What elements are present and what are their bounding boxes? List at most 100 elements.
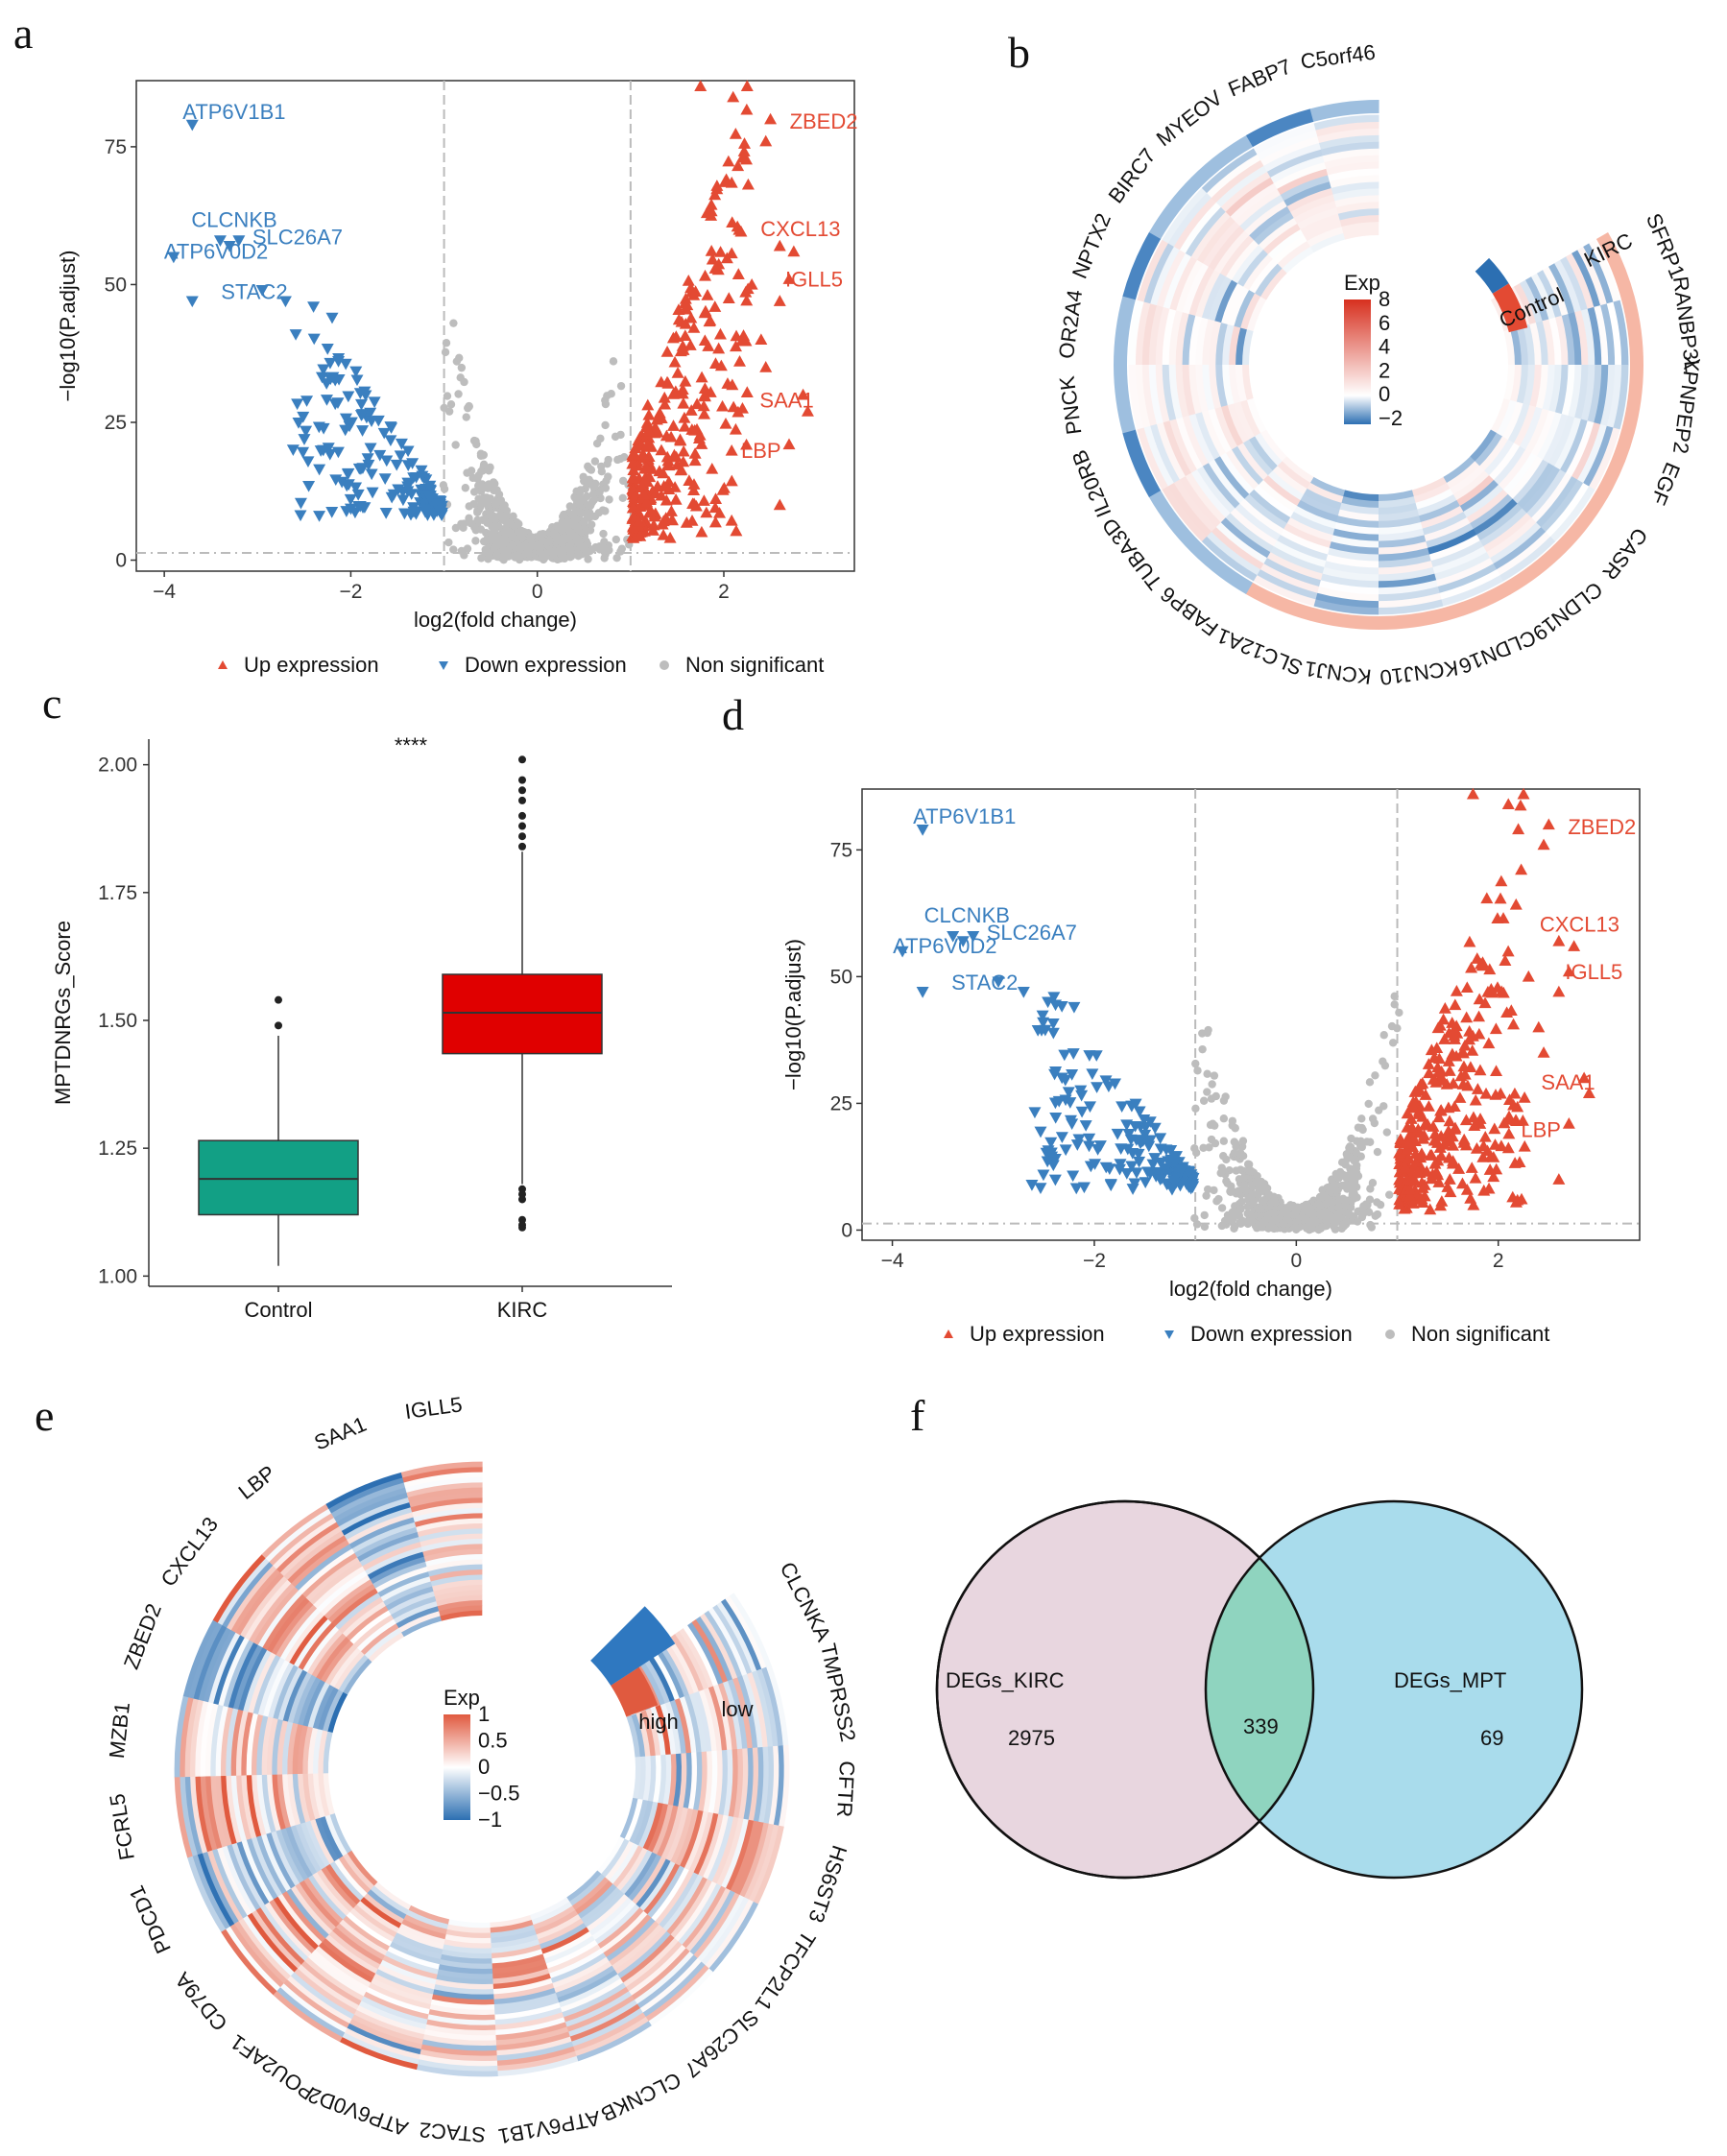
heatmap-cell bbox=[701, 1897, 750, 1966]
heatmap-cell bbox=[702, 1814, 730, 1881]
heatmap-cell bbox=[374, 1968, 435, 1995]
heatmap-cell bbox=[204, 1775, 223, 1850]
down-point bbox=[289, 329, 302, 341]
up-point bbox=[709, 492, 723, 504]
heatmap-cell bbox=[1258, 479, 1298, 513]
down-point bbox=[322, 443, 335, 454]
ns-point bbox=[444, 538, 453, 547]
heatmap-cell bbox=[670, 1634, 705, 1692]
up-point bbox=[1518, 1091, 1531, 1103]
legend-label: Non significant bbox=[1411, 1322, 1549, 1346]
heatmap-cell bbox=[426, 1558, 483, 1572]
heatmap-cell bbox=[1282, 456, 1314, 484]
down-point bbox=[167, 252, 180, 264]
heatmap-cell bbox=[320, 1640, 354, 1683]
down-point bbox=[358, 502, 372, 514]
up-point bbox=[668, 355, 682, 368]
heatmap-cell bbox=[490, 1914, 532, 1928]
legend-title: Exp bbox=[444, 1686, 480, 1710]
heatmap-cell bbox=[1486, 517, 1537, 559]
heatmap-cell bbox=[384, 1951, 439, 1976]
heatmap-cell bbox=[276, 1986, 346, 2038]
ns-point bbox=[1302, 1200, 1311, 1210]
plot-frame bbox=[135, 80, 855, 572]
up-point bbox=[1480, 892, 1494, 904]
ns-point bbox=[1241, 1186, 1250, 1195]
heatmap-cell bbox=[330, 1482, 406, 1519]
heatmap-cell bbox=[1179, 202, 1222, 253]
legend-key bbox=[218, 660, 228, 669]
down-point bbox=[339, 413, 352, 425]
up-point bbox=[725, 247, 738, 259]
down-point bbox=[255, 284, 269, 297]
heatmap-cell bbox=[291, 1539, 350, 1588]
y-tick-label: 25 bbox=[105, 412, 127, 434]
heatmap-cell bbox=[622, 1937, 679, 1988]
y-tick-label: 1.75 bbox=[98, 882, 137, 904]
down-point bbox=[339, 358, 352, 371]
ns-point bbox=[549, 529, 559, 539]
heatmap-cell bbox=[215, 1775, 232, 1847]
heatmap-cell bbox=[1248, 205, 1291, 241]
up-point bbox=[1399, 1161, 1412, 1173]
legend-label: Up expression bbox=[970, 1322, 1105, 1346]
heatmap-cell bbox=[1293, 200, 1337, 225]
heatmap-cell bbox=[271, 1718, 283, 1775]
heatmap-cell bbox=[404, 1476, 483, 1493]
up-point bbox=[1416, 1196, 1429, 1209]
up-point bbox=[664, 505, 678, 516]
heatmap-cell bbox=[312, 1566, 366, 1609]
gene-label: SAA1 bbox=[759, 388, 813, 412]
heatmap-cell bbox=[1141, 364, 1157, 426]
ns-point bbox=[1238, 1137, 1248, 1145]
up-point bbox=[679, 329, 692, 341]
heatmap-cell bbox=[420, 2044, 497, 2057]
heatmap-cell bbox=[664, 1701, 682, 1755]
heatmap-cell bbox=[261, 1774, 276, 1833]
ns-point bbox=[1300, 1214, 1309, 1223]
significance-label: **** bbox=[395, 733, 428, 757]
ns-point bbox=[471, 526, 480, 535]
heatmap-cell bbox=[1225, 177, 1275, 217]
ns-point bbox=[1191, 1059, 1200, 1068]
gene-label: STAC2 bbox=[951, 970, 1018, 994]
heatmap-cell bbox=[323, 1772, 335, 1815]
heatmap-cell bbox=[725, 1595, 767, 1670]
heatmap-cell bbox=[400, 1461, 483, 1478]
heatmap-cell bbox=[444, 1933, 492, 1944]
heatmap-cell bbox=[1507, 403, 1530, 443]
heatmap-cell bbox=[687, 1621, 724, 1686]
heatmap-cell bbox=[370, 1885, 409, 1915]
ns-point bbox=[1245, 1217, 1254, 1226]
heatmap-cell bbox=[1456, 475, 1495, 507]
heatmap-cell bbox=[543, 1935, 595, 1965]
up-point bbox=[705, 198, 718, 210]
annotation-cell bbox=[1190, 134, 1254, 187]
heatmap-cell bbox=[292, 1674, 317, 1725]
up-point bbox=[640, 438, 654, 450]
down-point bbox=[1139, 1177, 1152, 1189]
heatmap-cell bbox=[743, 1747, 755, 1821]
venn-outline-kirc bbox=[935, 1499, 1315, 1880]
heatmap-cell bbox=[314, 1817, 339, 1862]
outlier bbox=[275, 1021, 282, 1030]
up-point bbox=[1428, 1127, 1442, 1139]
heatmap-cell bbox=[1536, 412, 1563, 461]
heatmap-cell bbox=[1378, 561, 1433, 575]
down-point bbox=[1090, 1050, 1103, 1062]
heatmap-cell bbox=[566, 1870, 602, 1903]
heatmap-cell bbox=[276, 1893, 323, 1947]
down-point bbox=[1132, 1148, 1145, 1161]
up-point bbox=[1446, 1017, 1459, 1028]
heatmap-cell bbox=[1201, 536, 1258, 582]
ns-point bbox=[1211, 1091, 1220, 1101]
down-point bbox=[1083, 1133, 1096, 1145]
ns-point bbox=[1264, 1190, 1274, 1199]
heatmap-cell bbox=[1324, 155, 1379, 169]
heatmap-cell bbox=[282, 1669, 308, 1722]
up-point bbox=[773, 295, 786, 306]
heatmap-cell bbox=[1582, 425, 1614, 488]
down-point bbox=[313, 464, 326, 476]
ns-point bbox=[582, 526, 590, 536]
heatmap-cell bbox=[1507, 456, 1544, 500]
